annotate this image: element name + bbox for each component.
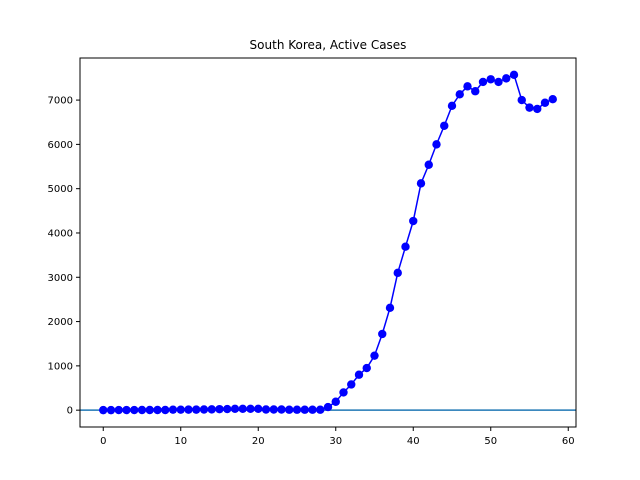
data-point xyxy=(316,405,325,414)
plot-area xyxy=(80,70,576,415)
data-point xyxy=(114,405,123,415)
data-point xyxy=(285,405,294,414)
axes-frame xyxy=(79,57,577,428)
data-point xyxy=(347,380,356,389)
data-point xyxy=(122,405,131,415)
data-point xyxy=(331,397,340,406)
data-point xyxy=(215,404,224,414)
data-point xyxy=(176,405,185,414)
data-point xyxy=(323,402,333,412)
x-axis: 0 10 20 30 40 50 60 xyxy=(100,427,575,447)
data-point xyxy=(447,101,457,111)
y-tick-label: 1000 xyxy=(48,361,73,372)
data-point xyxy=(424,160,433,169)
y-tick-label: 5000 xyxy=(48,184,73,195)
data-point xyxy=(540,98,550,107)
y-tick-label: 0 xyxy=(67,406,73,417)
data-point xyxy=(137,405,147,415)
x-tick-label: 20 xyxy=(252,436,265,447)
y-tick-label: 7000 xyxy=(48,96,73,107)
y-tick-label: 3000 xyxy=(48,273,73,284)
data-point xyxy=(145,405,154,415)
data-point xyxy=(238,404,247,414)
x-tick-label: 10 xyxy=(174,436,187,447)
data-point xyxy=(432,140,441,149)
data-point xyxy=(230,404,240,414)
data-point xyxy=(385,303,395,313)
data-point xyxy=(548,94,557,104)
data-point xyxy=(261,405,271,414)
data-point xyxy=(339,388,348,397)
data-point xyxy=(184,405,193,414)
x-tick-label: 50 xyxy=(484,436,497,447)
data-point xyxy=(168,405,178,414)
data-point xyxy=(463,82,472,91)
data-point xyxy=(99,405,108,415)
data-point xyxy=(254,404,263,414)
data-point xyxy=(533,104,542,114)
x-tick-label: 40 xyxy=(407,436,420,447)
data-point xyxy=(354,370,364,379)
data-point xyxy=(199,405,209,414)
data-point xyxy=(161,405,170,415)
y-tick-label: 4000 xyxy=(48,228,73,239)
data-point xyxy=(409,216,418,226)
data-point xyxy=(517,95,526,105)
chart-title: South Korea, Active Cases xyxy=(250,38,407,52)
data-point xyxy=(393,268,402,278)
data-point xyxy=(416,179,426,188)
data-point xyxy=(153,405,162,415)
data-point xyxy=(455,90,464,99)
y-tick-label: 2000 xyxy=(48,317,73,328)
data-point xyxy=(269,405,278,414)
data-point xyxy=(300,405,309,414)
x-tick-label: 0 xyxy=(100,436,106,447)
x-tick-label: 60 xyxy=(562,436,575,447)
data-point xyxy=(223,404,232,414)
data-point xyxy=(509,70,519,80)
data-point xyxy=(130,405,139,415)
data-point xyxy=(478,77,488,87)
data-point xyxy=(494,77,503,87)
data-point xyxy=(362,363,371,373)
data-point xyxy=(471,87,480,96)
data-point xyxy=(192,405,201,414)
data-point xyxy=(370,351,379,360)
data-point xyxy=(502,74,511,83)
data-point xyxy=(308,405,317,414)
data-point xyxy=(486,75,495,84)
data-point xyxy=(440,121,449,130)
data-point xyxy=(292,405,302,414)
data-point xyxy=(378,329,387,339)
data-point xyxy=(246,404,255,414)
data-point xyxy=(207,405,216,414)
data-point xyxy=(106,405,116,415)
data-point xyxy=(277,405,286,414)
y-tick-label: 6000 xyxy=(48,140,73,151)
data-point xyxy=(401,242,410,251)
y-axis: 0 1000 2000 3000 4000 5000 6000 7000 xyxy=(48,96,80,417)
data-point xyxy=(525,103,534,112)
x-tick-label: 30 xyxy=(329,436,342,447)
